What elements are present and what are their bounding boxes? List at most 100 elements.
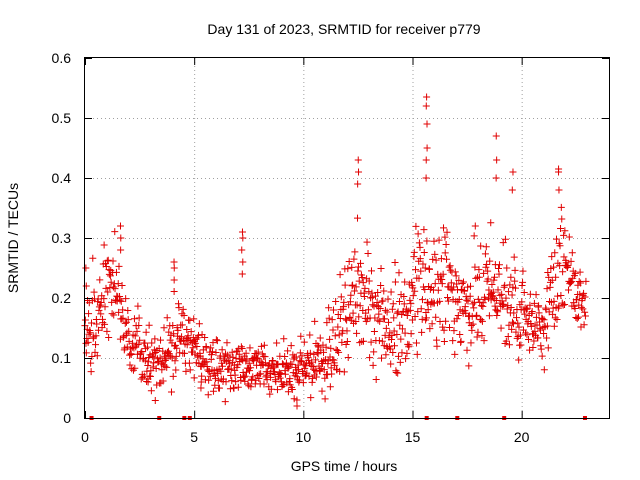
data-point [261, 353, 269, 361]
data-point [360, 337, 368, 345]
data-point [426, 265, 434, 273]
data-point [485, 312, 493, 320]
data-point [170, 258, 178, 266]
data-point [155, 344, 163, 352]
data-point [300, 338, 308, 346]
data-point [145, 321, 153, 329]
data-point [252, 376, 260, 384]
data-point [365, 288, 373, 296]
data-point [241, 372, 249, 380]
data-point [356, 302, 364, 310]
data-point [420, 249, 428, 257]
plot-frame [84, 57, 610, 419]
data-point [174, 326, 182, 334]
data-point [430, 237, 438, 245]
data-point [115, 262, 123, 270]
data-point [105, 270, 113, 278]
data-point [361, 284, 369, 292]
data-point [324, 357, 332, 365]
data-point [492, 174, 500, 182]
data-point [129, 366, 137, 374]
data-point [472, 274, 480, 282]
x-tick-label: 5 [190, 429, 198, 445]
y-tick-label: 0.5 [52, 110, 72, 126]
data-point [532, 313, 540, 321]
data-point [159, 377, 167, 385]
data-point [441, 233, 449, 241]
x-tick-label: 20 [514, 429, 530, 445]
data-point [234, 383, 242, 391]
data-point [87, 359, 95, 367]
data-point [560, 231, 568, 239]
data-point [543, 285, 551, 293]
data-point [442, 317, 450, 325]
data-point [117, 297, 125, 305]
data-point [471, 263, 479, 271]
data-point [373, 298, 381, 306]
data-point [414, 230, 422, 238]
data-point [369, 301, 377, 309]
data-point [402, 355, 410, 363]
data-point [435, 236, 443, 244]
data-point [206, 372, 214, 380]
data-point [426, 285, 434, 293]
data-point [473, 311, 481, 319]
y-tick-label: 0.2 [52, 290, 72, 306]
data-point [560, 253, 568, 261]
data-point [552, 273, 560, 281]
data-point [494, 264, 502, 272]
data-point [389, 348, 397, 356]
data-point [223, 339, 231, 347]
data-point [117, 246, 125, 254]
data-point [331, 332, 339, 340]
data-point [360, 293, 368, 301]
data-point [559, 268, 567, 276]
data-point [198, 372, 206, 380]
data-point [498, 290, 506, 298]
data-point [391, 259, 399, 267]
data-point [148, 339, 156, 347]
data-point [295, 366, 303, 374]
data-point [313, 348, 321, 356]
data-point [247, 364, 255, 372]
data-point [201, 334, 209, 342]
data-point [93, 352, 101, 360]
data-point [116, 335, 124, 343]
data-point [118, 315, 126, 323]
data-point [125, 327, 133, 335]
data-point [147, 387, 155, 395]
data-point [382, 324, 390, 332]
data-point [493, 156, 501, 164]
data-point [102, 284, 110, 292]
data-point [358, 274, 366, 281]
data-point [344, 354, 352, 362]
data-point [371, 292, 379, 300]
data-point [117, 234, 125, 242]
data-point [109, 257, 117, 265]
data-point [576, 290, 584, 298]
data-point [316, 367, 324, 375]
data-point [443, 228, 451, 236]
data-point [580, 289, 588, 297]
data-point [374, 316, 382, 324]
data-point [100, 295, 108, 303]
data-point [173, 344, 181, 352]
data-point [171, 357, 179, 365]
data-point [415, 274, 423, 282]
data-point [221, 398, 229, 406]
data-point [281, 370, 289, 378]
data-point [292, 369, 300, 377]
data-point [392, 369, 400, 377]
data-point [418, 296, 426, 304]
data-point [397, 335, 405, 343]
data-point [335, 348, 343, 356]
data-point [532, 291, 540, 299]
data-point [326, 383, 334, 391]
data-point [523, 331, 531, 339]
data-point [213, 337, 221, 345]
data-point [352, 318, 360, 326]
x-tick-label: 0 [81, 429, 89, 445]
data-point [475, 273, 483, 281]
data-point [508, 291, 516, 299]
